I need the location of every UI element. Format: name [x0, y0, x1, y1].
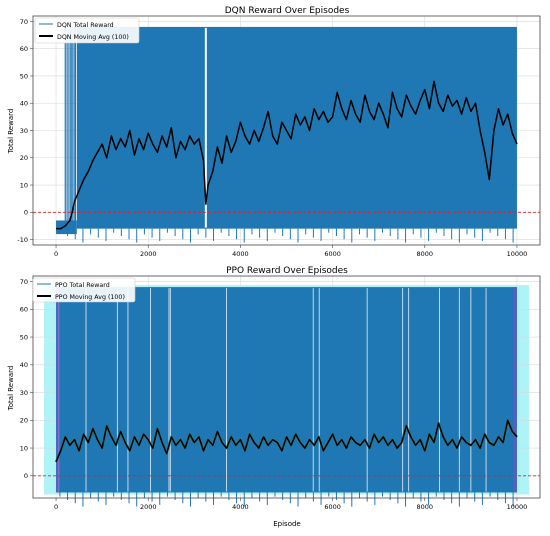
ppo-y-tick-label: 40: [20, 361, 28, 369]
dqn-y-axis-label: Total Reward: [7, 109, 15, 155]
ppo-y-tick-label: 50: [20, 333, 28, 341]
ppo-y-tick-label: 10: [20, 444, 28, 452]
ppo-y-axis-label: Total Reward: [7, 366, 15, 412]
dqn-x-tick-label: 0: [54, 250, 58, 258]
dqn-y-tick-label: 10: [20, 181, 28, 189]
dqn-y-tick-label: 60: [20, 45, 28, 53]
dqn-legend: DQN Total Reward DQN Moving Avg (100): [34, 17, 140, 44]
dqn-y-ticks: -10 0 10 20 30 40 50 60 70: [17, 18, 33, 244]
ppo-moving-avg-line: [55, 419, 518, 463]
dqn-y-tick-label: 0: [24, 209, 28, 217]
dqn-x-tick-label: 6000: [324, 250, 341, 258]
dqn-x-tick-label: 2000: [140, 250, 157, 258]
ppo-legend-avg-label: PPO Moving Avg (100): [55, 294, 125, 301]
ppo-x-tick-label: 4000: [232, 503, 249, 511]
ppo-x-ticks: 0 2000 4000 6000 8000 10000: [54, 498, 527, 511]
ppo-legend-raw-label: PPO Total Reward: [55, 282, 110, 289]
ppo-y-tick-label: 0: [24, 472, 28, 480]
dqn-y-tick-label: 20: [20, 154, 28, 162]
ppo-plot-frame: [32, 275, 541, 499]
dqn-y-tick-label: 40: [20, 100, 28, 108]
ppo-title: PPO Reward Over Episodes: [226, 266, 348, 276]
ppo-x-axis-label: Episode: [273, 520, 301, 528]
ppo-x-tick-label: 2000: [140, 503, 157, 511]
dqn-moving-avg-series: [56, 80, 518, 230]
dqn-x-tick-label: 4000: [232, 250, 249, 258]
ppo-moving-avg-series: [54, 418, 518, 463]
ppo-x-tick-label: 10000: [507, 503, 528, 511]
ppo-y-tick-label: 30: [20, 389, 28, 397]
ppo-panel: PPO Reward Over Episodes Total Reward Ep…: [7, 266, 541, 528]
ppo-x-tick-label: 8000: [416, 503, 433, 511]
ppo-y-tick-label: 60: [20, 306, 28, 314]
ppo-legend: PPO Total Reward PPO Moving Avg (100): [32, 277, 136, 303]
dqn-x-tick-label: 8000: [416, 250, 433, 258]
dqn-y-tick-label: 30: [20, 127, 28, 135]
ppo-total-reward-series: [56, 287, 517, 507]
dqn-title: DQN Reward Over Episodes: [225, 6, 350, 16]
ppo-reward-band: [56, 287, 517, 493]
dqn-x-tick-label: 10000: [507, 250, 528, 258]
dqn-total-reward-series: [56, 26, 517, 243]
dqn-y-tick-label: 70: [20, 18, 28, 26]
dqn-panel: DQN Reward Over Episodes Total Reward 0 2…: [7, 6, 541, 258]
ppo-x-tick-label: 6000: [324, 503, 341, 511]
dqn-legend-raw-label: DQN Total Reward: [57, 22, 114, 29]
ppo-x-tick-label: 0: [54, 503, 58, 511]
dqn-reward-band: [76, 26, 517, 229]
dqn-legend-avg-label: DQN Moving Avg (100): [57, 34, 129, 41]
dqn-moving-avg-line: [56, 80, 518, 230]
ppo-y-ticks: 0 10 20 30 40 50 60 70: [20, 278, 33, 480]
dqn-x-ticks: 0 2000 4000 6000 8000 10000: [54, 245, 527, 258]
ppo-y-tick-label: 20: [20, 417, 28, 425]
dqn-y-tick-label: 50: [20, 72, 28, 80]
dqn-y-tick-label: -10: [17, 236, 28, 244]
ppo-y-tick-label: 70: [20, 278, 28, 286]
